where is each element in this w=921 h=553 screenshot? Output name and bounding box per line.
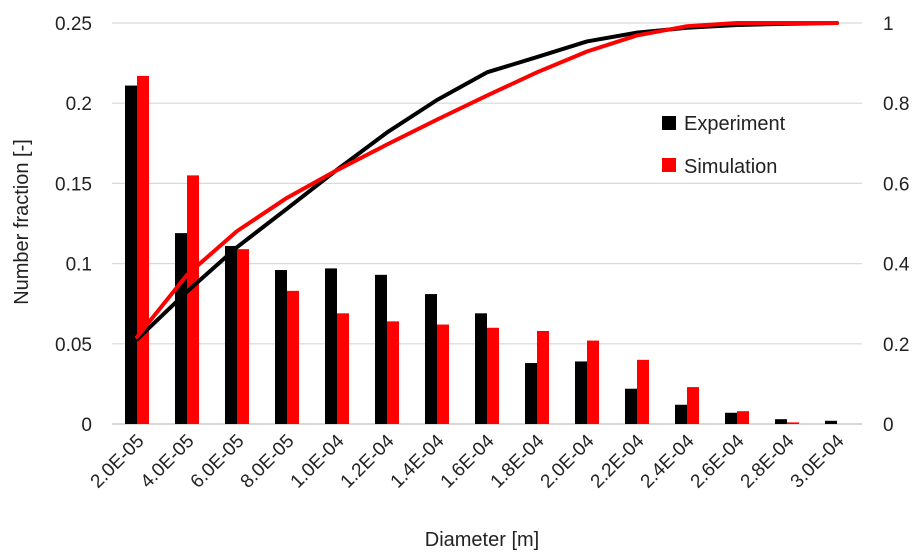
- bar-experiment: [275, 270, 287, 424]
- bar-marks: [125, 75, 837, 424]
- legend-label-simulation: Simulation: [684, 156, 777, 178]
- cumulative-line-simulation: [135, 21, 839, 339]
- bar-experiment: [125, 85, 137, 424]
- y2-tick-label: 0.2: [883, 335, 909, 356]
- y-tick-label: 0: [81, 415, 92, 436]
- x-tick-label: 2.2E-04: [587, 430, 649, 492]
- bar-experiment: [425, 294, 437, 424]
- bar-experiment: [225, 245, 237, 424]
- y2-tick-label: 0.8: [883, 94, 909, 115]
- legend-swatch-simulation: [662, 158, 676, 172]
- cumulative-lines: [135, 21, 839, 342]
- bar-experiment: [575, 361, 587, 424]
- bar-experiment: [675, 404, 687, 424]
- bar-simulation: [537, 330, 549, 424]
- bar-simulation: [487, 327, 499, 424]
- bar-experiment: [625, 388, 637, 424]
- x-tick-label: 2.0E-05: [87, 431, 149, 493]
- x-tick-label: 4.0E-05: [137, 431, 199, 493]
- x-axis-ticks: 2.0E-054.0E-056.0E-058.0E-051.0E-041.2E-…: [87, 430, 849, 492]
- legend: Experiment Simulation: [662, 113, 786, 178]
- bar-simulation: [337, 313, 349, 424]
- right-axis-ticks: 0 0.2 0.4 0.6 0.8 1: [883, 14, 910, 436]
- bar-experiment: [825, 420, 837, 424]
- x-tick-label: 3.0E-04: [787, 430, 849, 492]
- y2-tick-label: 0.6: [883, 174, 909, 195]
- y2-tick-label: 1: [883, 14, 894, 35]
- bar-simulation: [687, 387, 699, 424]
- legend-swatch-experiment: [662, 116, 676, 130]
- y2-tick-label: 0.4: [883, 255, 910, 276]
- y-tick-label: 0.1: [66, 255, 92, 276]
- x-tick-label: 2.0E-04: [537, 430, 599, 492]
- x-axis-title: Diameter [m]: [425, 529, 539, 551]
- bar-simulation: [737, 411, 749, 424]
- y-tick-label: 0.05: [55, 335, 92, 356]
- x-tick-label: 8.0E-05: [237, 431, 299, 493]
- x-tick-label: 1.0E-04: [287, 430, 349, 492]
- x-tick-label: 1.6E-04: [437, 430, 499, 492]
- left-axis-ticks: 0 0.05 0.1 0.15 0.2 0.25: [55, 14, 92, 436]
- y2-tick-label: 0: [883, 415, 894, 436]
- bar-experiment: [175, 233, 187, 424]
- bar-simulation: [637, 359, 649, 424]
- x-tick-label: 2.6E-04: [687, 430, 749, 492]
- bar-simulation: [437, 324, 449, 424]
- y-tick-label: 0.25: [55, 14, 92, 35]
- legend-label-experiment: Experiment: [684, 113, 786, 135]
- x-tick-label: 1.2E-04: [337, 430, 399, 492]
- x-tick-label: 1.8E-04: [487, 430, 549, 492]
- bar-experiment: [475, 313, 487, 424]
- bar-simulation: [787, 422, 799, 424]
- x-tick-label: 1.4E-04: [387, 430, 449, 492]
- y-tick-label: 0.2: [66, 94, 92, 115]
- x-tick-label: 2.4E-04: [637, 430, 699, 492]
- bar-simulation: [137, 75, 149, 424]
- bar-simulation: [287, 290, 299, 424]
- bar-simulation: [187, 175, 199, 424]
- x-tick-label: 6.0E-05: [187, 431, 249, 493]
- bar-experiment: [325, 268, 337, 424]
- y-tick-label: 0.15: [55, 174, 92, 195]
- y-axis-title: Number fraction [-]: [11, 139, 33, 305]
- bar-experiment: [375, 274, 387, 424]
- bar-experiment: [775, 419, 787, 424]
- bar-experiment: [725, 412, 737, 424]
- bar-experiment: [525, 363, 537, 424]
- bar-simulation: [587, 340, 599, 424]
- bar-simulation: [387, 321, 399, 424]
- x-tick-label: 2.8E-04: [737, 430, 799, 492]
- bar-simulation: [237, 249, 249, 424]
